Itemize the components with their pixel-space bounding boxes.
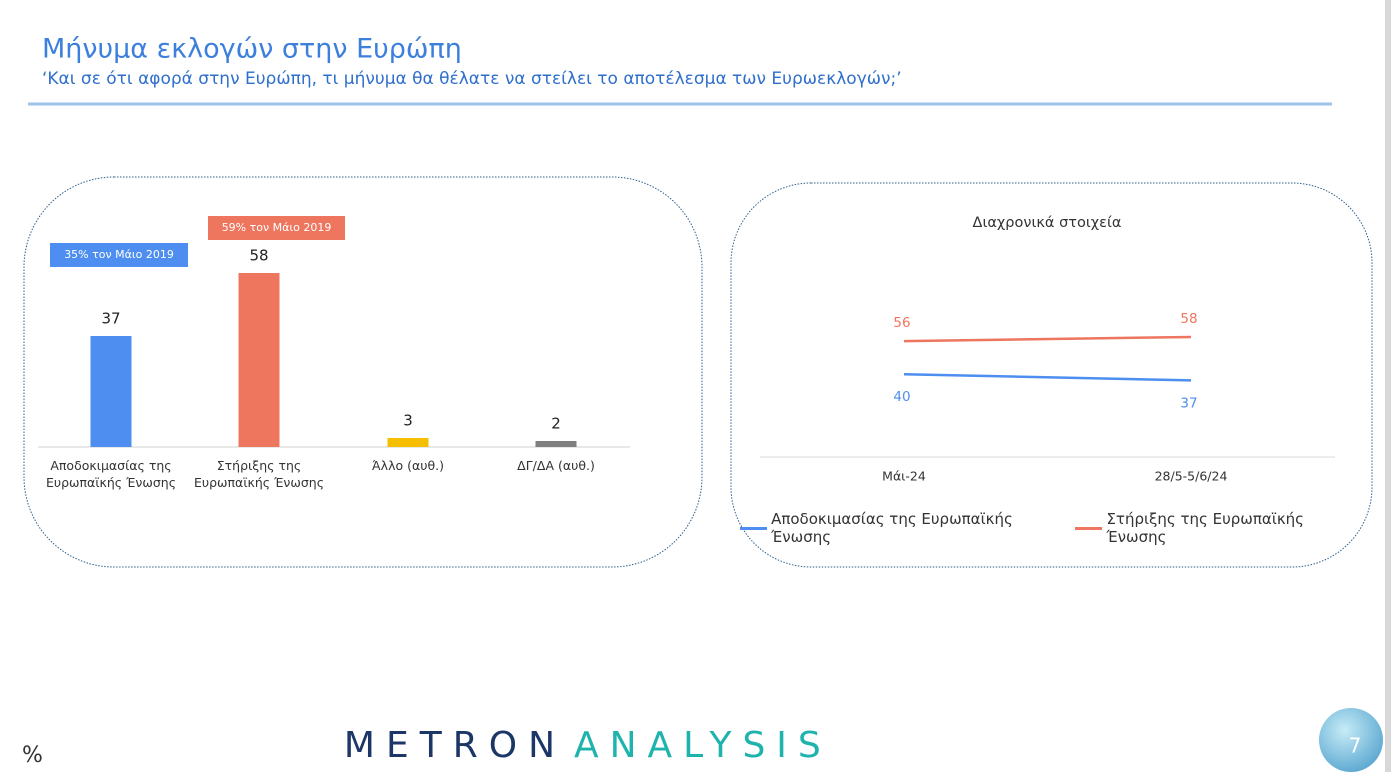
page-badge	[1319, 708, 1383, 772]
panel	[23, 176, 703, 568]
annotation: 35% τον Μάιο 2019	[64, 248, 174, 261]
value-label: 56	[893, 315, 910, 331]
line	[903, 335, 1192, 343]
line	[903, 372, 1192, 382]
x-tick-label: Άλλο (αυθ.)	[372, 458, 444, 473]
annotation-box	[208, 216, 345, 240]
panel	[730, 182, 1373, 568]
legend-item: Αποδοκιμασίας της Ευρωπαϊκής Ένωσης	[740, 510, 1067, 546]
value-label: 3	[403, 412, 413, 430]
legend-label: Αποδοκιμασίας της Ευρωπαϊκής Ένωσης	[771, 510, 1013, 546]
x-tick-label: 28/5-5/6/24	[1155, 469, 1228, 484]
chart-title: Διαχρονικά στοιχεία	[973, 215, 1122, 231]
bar	[535, 441, 577, 447]
value-label: 58	[249, 247, 268, 265]
slide-subtitle: ‘Και σε ότι αφορά στην Ευρώπη, τι μήνυμα…	[42, 69, 902, 89]
legend-swatch	[740, 526, 768, 530]
value-label: 58	[1180, 311, 1197, 327]
value-label: 40	[893, 389, 910, 405]
annotation-box	[50, 243, 188, 267]
logo: ANALYSIS	[574, 725, 832, 766]
legend-item: Στήριξης της Ευρωπαϊκής Ένωσης	[1075, 510, 1360, 546]
logo: METRON	[344, 725, 566, 766]
annotation: 59% τον Μάιο 2019	[222, 221, 332, 234]
bar	[387, 438, 429, 447]
bar	[90, 336, 132, 447]
legend: Αποδοκιμασίας της Ευρωπαϊκής Ένωσης Στήρι…	[740, 510, 1360, 546]
slide-title: Μήνυμα εκλογών στην Ευρώπη	[42, 34, 462, 65]
x-tick-label: Αποδοκιμασίας της Ευρωπαϊκής Ένωσης	[45, 458, 177, 490]
unit-label: %	[22, 743, 43, 768]
page-number: 7	[1349, 734, 1362, 758]
value-label: 2	[551, 415, 561, 433]
value-label: 37	[101, 310, 120, 328]
legend-label: Στήριξης της Ευρωπαϊκής Ένωσης	[1106, 510, 1304, 546]
edge	[1385, 0, 1391, 772]
bar	[238, 273, 280, 447]
legend-swatch	[1075, 526, 1103, 530]
value-label: 37	[1180, 395, 1197, 411]
x-tick-label: Μάι-24	[882, 469, 926, 484]
x-tick-label: ΔΓ/ΔΑ (αυθ.)	[517, 458, 595, 473]
x-tick-label: Στήριξης της Ευρωπαϊκής Ένωσης	[193, 458, 325, 490]
